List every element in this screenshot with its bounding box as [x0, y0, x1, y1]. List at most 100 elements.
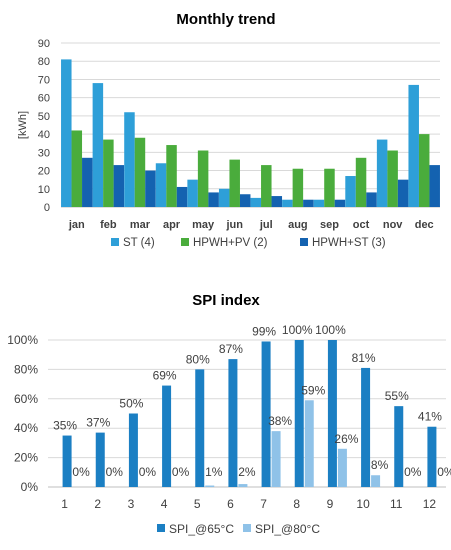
bar-st-4--jan	[61, 59, 72, 208]
legend-swatch	[111, 238, 119, 246]
bar-spi65-1	[62, 435, 72, 487]
x-category-label: 10	[356, 497, 370, 511]
bar-st-4--may	[187, 179, 198, 207]
bar-spi65-10	[361, 367, 371, 487]
data-label: 0%	[172, 465, 190, 479]
data-label: 100%	[282, 323, 313, 337]
bar-spi65-6	[228, 359, 238, 487]
bar-spi65-4	[162, 385, 172, 487]
x-category-label: 8	[293, 497, 300, 511]
y-tick-label: 40%	[14, 421, 38, 435]
data-label: 99%	[252, 324, 276, 338]
x-category-label: 2	[94, 497, 101, 511]
bar-hpwh-st-3--oct	[366, 192, 377, 207]
bar-hpwh-pv-2--oct	[355, 157, 367, 207]
data-label: 69%	[153, 369, 177, 383]
legend-label: HPWH+PV (2)	[193, 237, 268, 249]
y-tick-label: 0	[44, 202, 50, 214]
bar-spi80-6	[238, 484, 248, 487]
bar-hpwh-pv-2--dec	[418, 134, 430, 207]
y-tick-label: 60	[38, 93, 50, 105]
x-category-label: 11	[390, 497, 403, 511]
bar-hpwh-pv-2--jul	[261, 165, 272, 207]
x-category-label: dec	[415, 219, 434, 231]
data-label: 81%	[352, 351, 376, 365]
monthly-trend-chart: Monthly trend 0 10 20 30 40 50 60 70 80 90 [kWh] jan…	[17, 11, 440, 249]
bar-hpwh-st-3--aug	[303, 199, 314, 207]
bar-st-4--nov	[376, 139, 388, 207]
bar-spi80-10	[371, 475, 381, 487]
bar-st-4--mar	[124, 112, 135, 207]
legend-swatch	[157, 524, 165, 532]
bar-hpwh-st-3--sep	[334, 199, 346, 207]
y-tick-label: 50	[38, 111, 50, 123]
bar-hpwh-pv-2--jan	[71, 130, 83, 207]
spi-index-chart: SPI index0%20%40%60%80%100%35%0%137%0%25…	[7, 292, 451, 536]
chart-title: Monthly trend	[176, 11, 275, 28]
bar-spi65-5	[195, 369, 205, 487]
legend-label: HPWH+ST (3)	[312, 237, 386, 249]
data-label: 1%	[205, 465, 223, 479]
bar-hpwh-pv-2--apr	[166, 145, 177, 207]
bar-spi80-7	[271, 431, 281, 487]
bar-spi65-8	[294, 340, 304, 487]
bar-spi80-9	[337, 448, 347, 487]
y-tick-label: 80%	[14, 362, 38, 376]
x-category-label: 6	[227, 497, 234, 511]
x-category-label: 9	[327, 497, 334, 511]
bar-st-4--feb	[92, 83, 104, 207]
data-label: 50%	[119, 397, 143, 411]
data-label: 59%	[301, 383, 325, 397]
legend-swatch	[181, 238, 189, 246]
legend-label: SPI_@65°C	[169, 522, 234, 536]
x-category-label: jul	[259, 219, 273, 231]
data-label: 2%	[238, 465, 256, 479]
legend-swatch	[300, 238, 308, 246]
bar-st-4--apr	[155, 163, 167, 207]
data-label: 35%	[53, 419, 77, 433]
data-label: 41%	[418, 410, 442, 424]
data-label: 0%	[404, 465, 422, 479]
data-label: 37%	[86, 416, 110, 430]
bar-spi65-3	[128, 413, 138, 487]
x-category-label: 5	[194, 497, 201, 511]
bar-st-4--jun	[218, 188, 230, 207]
x-category-label: mar	[130, 219, 151, 231]
y-tick-label: 30	[38, 147, 50, 159]
bar-spi65-2	[95, 432, 105, 487]
bar-hpwh-pv-2--mar	[134, 137, 146, 207]
x-category-label: may	[192, 219, 215, 231]
data-label: 80%	[186, 352, 210, 366]
bar-hpwh-st-3--jun	[239, 194, 251, 207]
bar-hpwh-st-3--mar	[145, 170, 156, 207]
x-category-label: apr	[163, 219, 181, 231]
y-tick-label: 0%	[21, 480, 39, 494]
x-category-label: aug	[288, 219, 308, 231]
bar-st-4--dec	[408, 84, 419, 207]
bar-hpwh-pv-2--feb	[103, 139, 114, 207]
x-category-label: oct	[353, 219, 370, 231]
x-category-label: nov	[383, 219, 403, 231]
bar-spi65-11	[394, 406, 404, 487]
bar-hpwh-pv-2--jun	[229, 159, 240, 207]
data-label: 0%	[106, 465, 124, 479]
bar-hpwh-st-3--jul	[271, 196, 283, 207]
data-label: 38%	[268, 414, 292, 428]
bar-hpwh-st-3--feb	[113, 165, 125, 207]
x-category-label: jan	[68, 219, 85, 231]
x-category-label: 7	[260, 497, 267, 511]
bar-hpwh-st-3--apr	[176, 186, 188, 207]
data-label: 55%	[385, 389, 409, 403]
data-label: 100%	[315, 323, 346, 337]
bar-st-4--sep	[313, 199, 325, 207]
x-category-label: 4	[161, 497, 168, 511]
y-tick-label: 20%	[14, 451, 38, 465]
y-tick-label: 20	[38, 166, 50, 178]
y-tick-label: 40	[38, 129, 50, 141]
bar-hpwh-st-3--nov	[397, 179, 409, 207]
bar-hpwh-pv-2--may	[197, 150, 209, 207]
data-label: 0%	[72, 465, 90, 479]
data-label: 87%	[219, 342, 243, 356]
legend-label: ST (4)	[123, 237, 155, 249]
bar-hpwh-st-3--jan	[82, 157, 93, 207]
